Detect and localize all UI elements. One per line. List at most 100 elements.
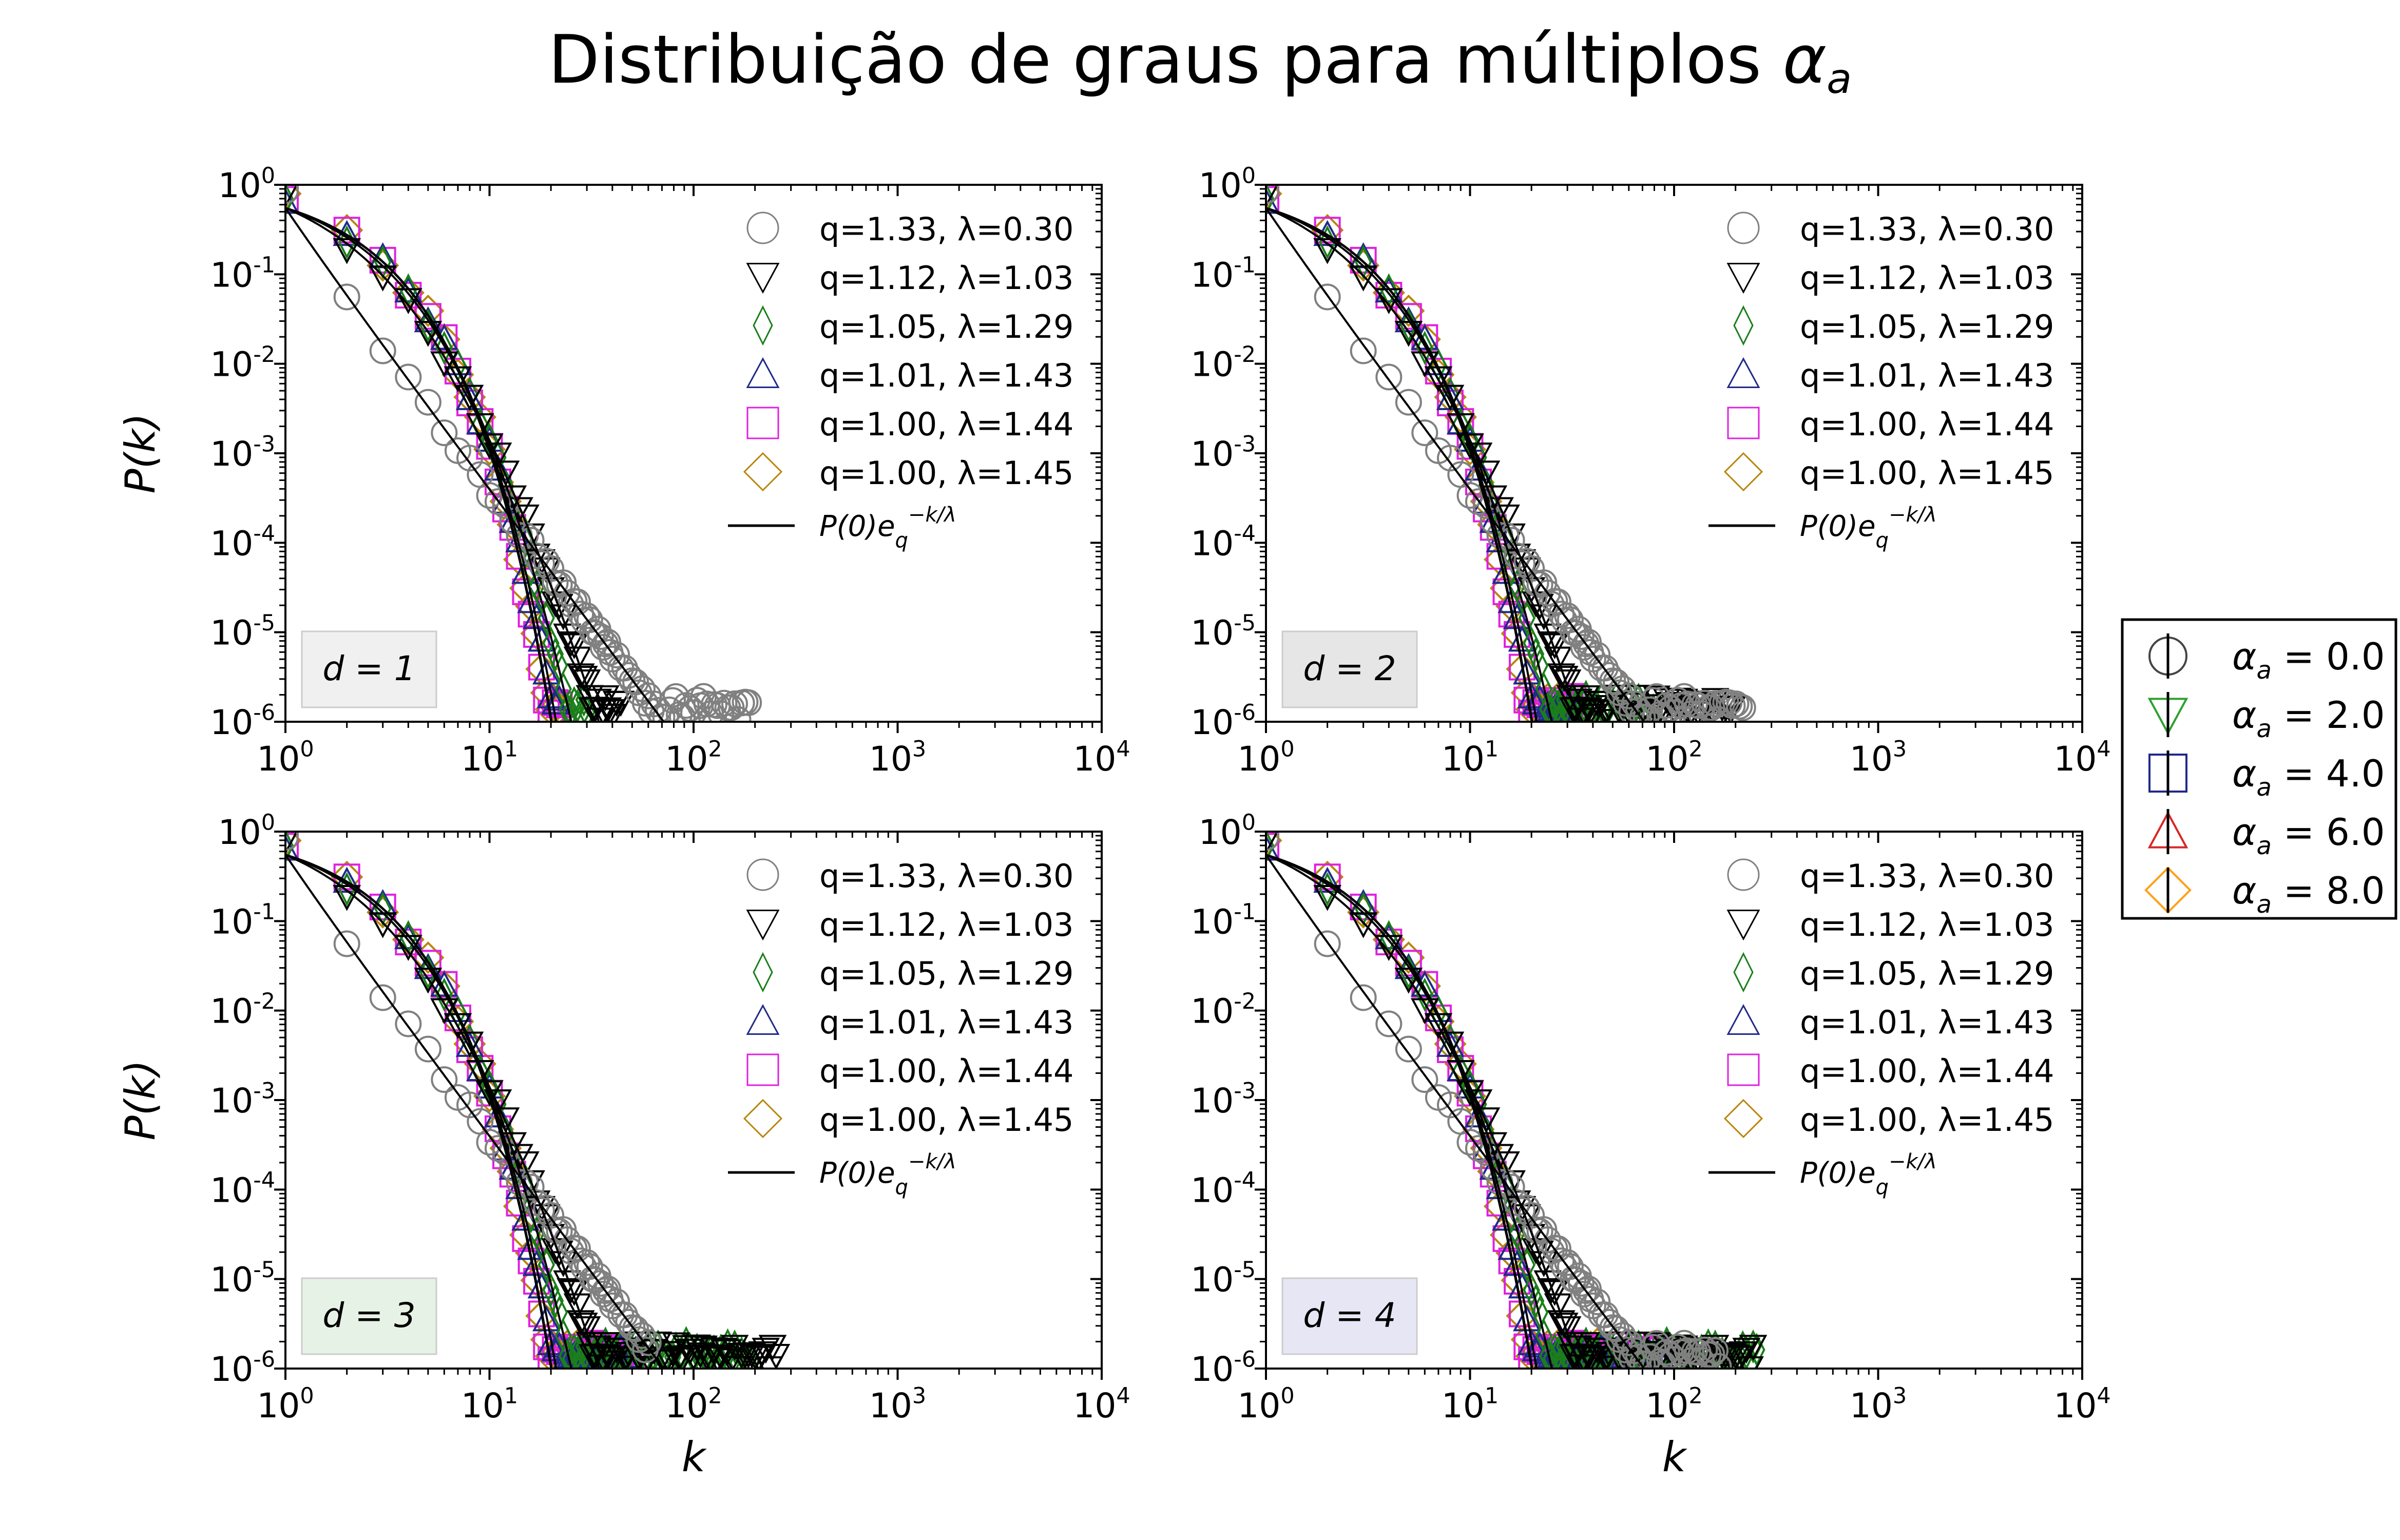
data-point — [532, 1305, 561, 1332]
data-point — [758, 1335, 787, 1361]
y-tick-label: 10-2 — [210, 342, 275, 384]
legend-label: q=1.33, λ=0.30 — [1800, 857, 2054, 895]
data-point — [431, 419, 458, 447]
y-tick-label: 10-6 — [1191, 700, 1256, 742]
legend-marker — [1726, 910, 1760, 941]
y-tick-label: 10-4 — [210, 521, 275, 564]
legend-marker — [1726, 357, 1760, 388]
data-point — [285, 832, 294, 863]
data-point — [566, 663, 595, 689]
figure-title: Distribuição de graus para múltiplos αa — [548, 21, 1852, 103]
data-point — [1492, 504, 1520, 531]
data-point — [1350, 984, 1377, 1011]
data-point — [333, 283, 360, 311]
data-point — [1729, 1341, 1757, 1368]
fit-line-3 — [1266, 854, 1553, 1369]
data-point — [1313, 238, 1342, 264]
data-point — [572, 669, 601, 696]
data-point — [1554, 602, 1581, 629]
data-point — [1541, 1280, 1569, 1306]
data-point — [1691, 1336, 1718, 1363]
fit-line-2 — [1266, 207, 1581, 722]
data-point — [522, 1249, 551, 1276]
data-point — [395, 929, 422, 956]
x-tick-label: 104 — [2053, 1383, 2110, 1426]
x-tick-label: 100 — [1237, 736, 1294, 779]
data-point — [1584, 1288, 1611, 1316]
data-point — [1591, 1346, 1620, 1369]
data-point — [572, 1316, 601, 1342]
data-point — [762, 1344, 791, 1369]
data-point — [1411, 419, 1438, 447]
data-point — [563, 646, 592, 673]
data-point — [517, 1247, 545, 1275]
x-tick-label: 103 — [869, 1383, 926, 1426]
legend-marker — [1727, 1053, 1760, 1086]
y-tick-label: 10-4 — [1191, 521, 1256, 564]
data-point — [1400, 308, 1417, 343]
data-point — [546, 637, 564, 671]
data-point — [537, 601, 555, 636]
legend-label: q=1.05, λ=1.29 — [819, 955, 1073, 992]
data-point — [1436, 1091, 1464, 1119]
data-point — [546, 1218, 573, 1245]
data-point — [1266, 832, 1279, 855]
y-tick-label: 10-1 — [210, 899, 275, 942]
data-point — [455, 1031, 484, 1058]
data-point — [1375, 363, 1403, 391]
data-point — [1547, 663, 1576, 689]
data-point — [546, 1284, 564, 1318]
data-point — [1543, 695, 1560, 722]
fit-line-2 — [1266, 854, 1581, 1369]
x-tick-label: 102 — [1645, 736, 1702, 779]
data-point — [1444, 400, 1477, 434]
data-point — [430, 998, 458, 1025]
legend-marker — [746, 910, 780, 941]
data-point — [466, 413, 494, 439]
data-point — [556, 631, 585, 658]
x-tick-label: 102 — [665, 1383, 722, 1426]
data-point — [560, 633, 588, 660]
alpha-legend: αa = 0.0 αa = 2.0 αa = 4.0 αa = 6.0 αa = 8.0 — [2121, 618, 2397, 920]
legend-label: q=1.00, λ=1.45 — [1800, 454, 2054, 492]
x-tick-label: 100 — [257, 736, 314, 779]
y-tick-label: 10-6 — [210, 700, 275, 742]
legend-marker — [1723, 1099, 1763, 1139]
data-point — [435, 977, 453, 1012]
data-point — [1266, 186, 1279, 213]
data-point — [1567, 623, 1595, 650]
data-point — [1702, 1337, 1729, 1364]
data-point — [1416, 977, 1433, 1012]
fit-line-3 — [1266, 207, 1553, 722]
legend-marker — [746, 407, 779, 439]
data-point — [285, 185, 294, 217]
data-point — [430, 351, 458, 378]
data-point — [1553, 1316, 1582, 1342]
data-point — [1314, 930, 1341, 957]
data-point — [1554, 1249, 1581, 1276]
data-layer — [285, 185, 762, 722]
data-point — [603, 642, 630, 669]
data-point — [1350, 337, 1377, 364]
panel-label: d = 1 — [322, 649, 415, 688]
legend-marker — [1733, 305, 1754, 346]
data-point — [1394, 321, 1423, 347]
data-point — [455, 384, 484, 411]
data-point — [1739, 1335, 1768, 1361]
series-1 — [285, 185, 762, 722]
data-point — [1512, 658, 1541, 685]
fit-line-2 — [285, 207, 600, 722]
x-tick-label: 101 — [461, 1383, 518, 1426]
x-tick-label: 101 — [1442, 736, 1499, 779]
panel-label-box — [301, 1277, 437, 1355]
legend-marker — [1723, 452, 1763, 492]
y-tick-label: 10-2 — [1191, 989, 1256, 1031]
legend-marker — [746, 858, 779, 891]
data-point — [560, 1280, 588, 1306]
series-1 — [1266, 832, 1732, 1369]
data-point — [456, 445, 483, 472]
panel-label: d = 3 — [322, 1296, 415, 1335]
y-tick-label: 100 — [218, 810, 275, 852]
data-point — [333, 238, 361, 264]
x-tick-label: 104 — [1073, 736, 1130, 779]
